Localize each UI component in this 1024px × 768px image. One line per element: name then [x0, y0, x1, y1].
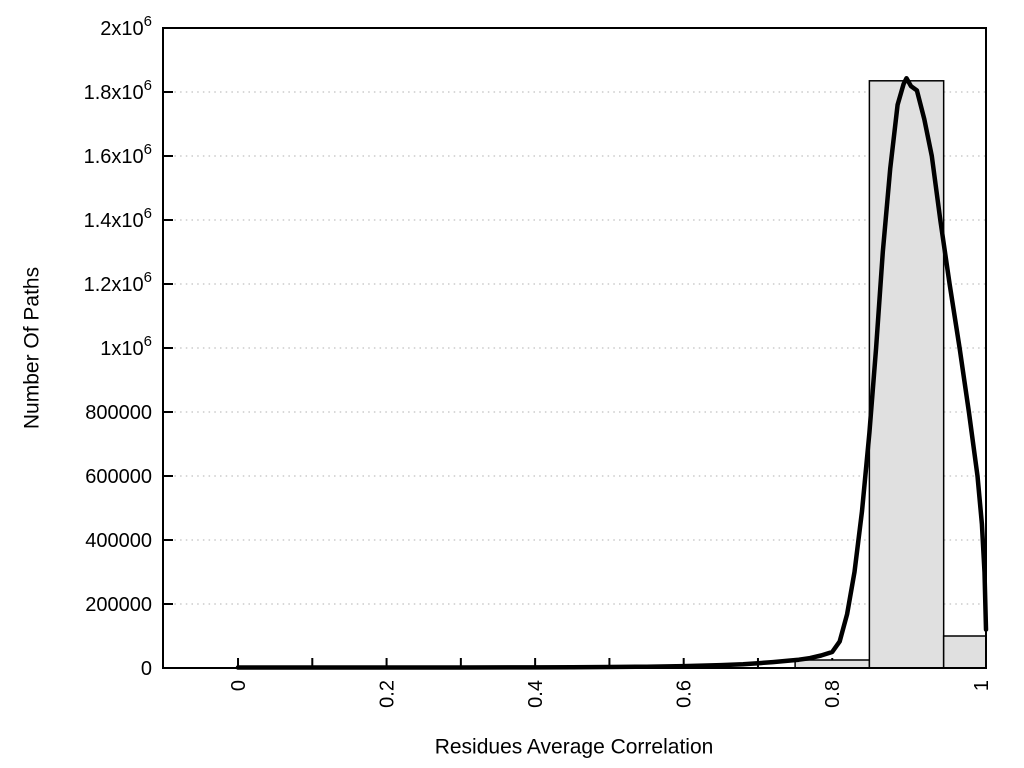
histogram-bar — [942, 635, 987, 669]
y-tick-label: 400000 — [85, 530, 152, 552]
plot-border — [162, 27, 987, 669]
y-tick-label: 1.2x106 — [84, 269, 152, 296]
y-tick-label: 2x106 — [100, 13, 152, 40]
gridlines — [163, 91, 986, 605]
y-tick-label: 600000 — [85, 466, 152, 488]
tick-marks — [163, 27, 982, 669]
x-tick-label: 0 — [228, 680, 250, 691]
y-tick-label: 1x106 — [100, 333, 152, 360]
x-tick-labels: 0 0.2 0.4 0.6 0.8 1 — [228, 680, 993, 708]
y-tick-label: 1.8x106 — [84, 77, 152, 104]
x-tick-label: 0.2 — [377, 680, 399, 708]
y-tick-label: 800000 — [85, 402, 152, 424]
x-tick-label: 0.6 — [674, 680, 696, 708]
x-tick-label: 0.8 — [822, 680, 844, 708]
y-tick-label: 1.6x106 — [84, 141, 152, 168]
fit-curve — [235, 75, 989, 670]
histogram-bars — [794, 80, 987, 669]
y-axis-title: Number Of Paths — [20, 266, 44, 430]
y-tick-label: 1.4x106 — [84, 205, 152, 232]
x-tick-label: 1 — [971, 680, 993, 691]
histogram-bar — [794, 659, 871, 669]
x-axis-title: Residues Average Correlation — [434, 735, 714, 759]
y-tick-label: 0 — [141, 658, 152, 680]
y-tick-labels: 0 200000 400000 600000 800000 1x106 1.2x106 1.4… — [84, 13, 152, 680]
x-tick-label: 0.4 — [525, 680, 547, 708]
y-tick-label: 200000 — [85, 594, 152, 616]
